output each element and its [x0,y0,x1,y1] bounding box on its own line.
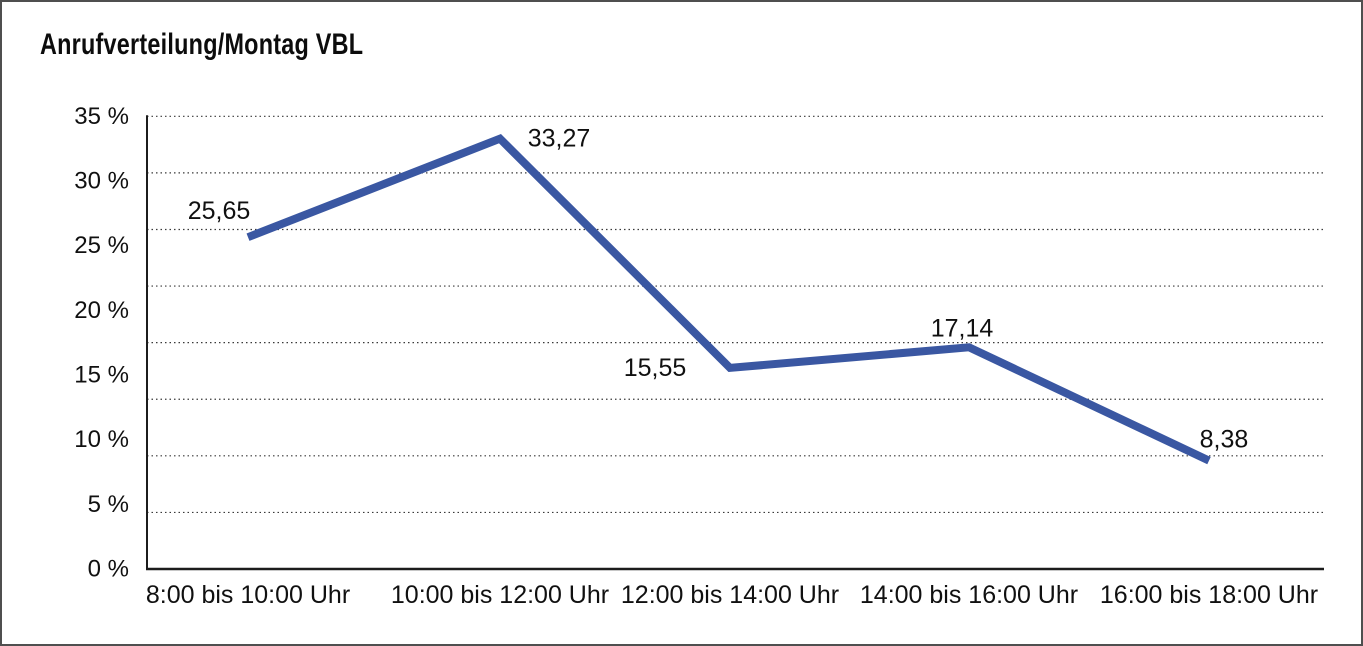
series-line [246,134,1211,465]
y-tick-label: 0 % [88,556,129,583]
x-axis-label: 10:00 bis 12:00 Uhr [391,581,609,609]
y-tick-label: 30 % [74,167,129,194]
data-point-label: 25,65 [188,197,251,225]
chart-title: Anrufverteilung/Montag VBL [40,28,364,61]
y-tick-label: 35 % [74,103,129,130]
data-point-label: 8,38 [1200,426,1249,454]
x-axis-label: 14:00 bis 16:00 Uhr [860,581,1078,609]
data-point-label: 33,27 [528,125,591,153]
y-tick-label: 15 % [74,361,129,388]
y-tick-label: 5 % [88,491,129,518]
data-point-label: 15,55 [624,354,687,382]
y-tick-label: 10 % [74,426,129,453]
data-point-label: 17,14 [931,314,994,342]
x-axis-label: 8:00 bis 10:00 Uhr [146,581,350,609]
x-axis-label: 16:00 bis 18:00 Uhr [1100,581,1318,609]
y-tick-label: 20 % [74,297,129,324]
y-tick-label: 25 % [74,232,129,259]
x-axis-label: 12:00 bis 14:00 Uhr [621,581,839,609]
